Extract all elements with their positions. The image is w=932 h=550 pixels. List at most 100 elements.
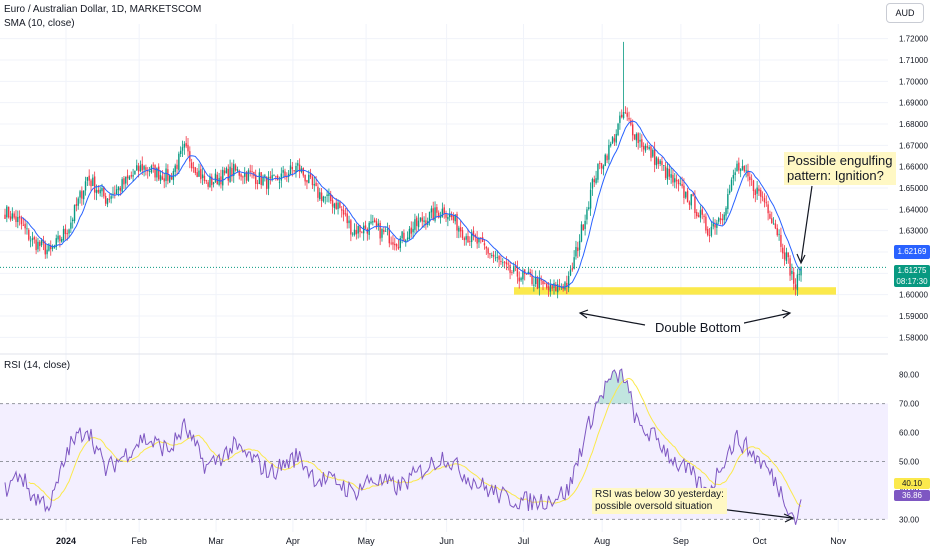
double-bottom-arrowhead-left xyxy=(578,309,589,319)
candle-body xyxy=(772,223,775,225)
candle-body xyxy=(121,179,123,192)
candle-body xyxy=(46,249,48,255)
candle-body xyxy=(655,157,658,166)
candle-body xyxy=(412,228,414,233)
candle-body xyxy=(712,223,714,227)
candle-body xyxy=(223,170,226,174)
candle-body xyxy=(62,229,65,241)
candle-body xyxy=(765,202,767,204)
candle-body xyxy=(507,263,509,265)
candle-body xyxy=(352,233,354,235)
candle-body xyxy=(242,176,244,178)
candle-body xyxy=(626,112,628,117)
candle-body xyxy=(357,226,359,234)
candle-body xyxy=(249,170,251,172)
candle-body xyxy=(383,229,385,232)
candle-body xyxy=(251,171,253,173)
candle-body xyxy=(50,245,52,250)
candle-body xyxy=(258,172,261,185)
candle-body xyxy=(88,175,90,181)
candle-body xyxy=(178,153,180,170)
candle-body xyxy=(524,269,526,274)
candle-body xyxy=(73,205,76,222)
candle-body xyxy=(185,143,187,147)
candle-body xyxy=(723,214,725,220)
candle-body xyxy=(730,179,733,191)
candle-body xyxy=(276,175,279,181)
candle-body xyxy=(319,192,321,200)
candle-body xyxy=(663,165,665,166)
candle-body xyxy=(4,214,6,219)
candle-body xyxy=(158,166,160,180)
candle-body xyxy=(745,170,747,172)
candle-body xyxy=(145,167,147,171)
candle-body xyxy=(170,176,173,180)
candle-body xyxy=(703,215,705,217)
candle-body xyxy=(776,228,778,236)
rsi-note: RSI was below 30 yesterday: possible ove… xyxy=(592,488,727,514)
candle-body xyxy=(505,262,508,265)
candle-body xyxy=(401,231,403,239)
candle-body xyxy=(485,246,487,249)
candle-body xyxy=(785,252,788,261)
candle-body xyxy=(622,112,625,119)
candle-body xyxy=(564,282,566,290)
candle-body xyxy=(434,207,436,221)
candle-body xyxy=(613,138,616,142)
engulfing-note: Possible engulfing pattern: Ignition? xyxy=(784,152,896,185)
candle-body xyxy=(721,218,724,221)
candle-body xyxy=(588,207,590,210)
candle-body xyxy=(55,238,57,248)
candle-body xyxy=(31,238,34,241)
candle-body xyxy=(72,219,74,222)
x-tick-label: Mar xyxy=(208,536,224,546)
candle-body xyxy=(18,216,21,219)
engulfing-arrow xyxy=(800,185,813,263)
candle-body xyxy=(220,176,222,185)
candle-body xyxy=(417,220,420,228)
candle-body xyxy=(86,177,89,181)
candle-body xyxy=(211,176,213,186)
candle-body xyxy=(639,139,641,142)
candle-body xyxy=(397,246,400,249)
candle-body xyxy=(384,231,387,232)
candle-body xyxy=(339,202,341,208)
rsi-ma-line xyxy=(28,377,802,507)
candle-body xyxy=(414,219,416,230)
candle-body xyxy=(535,277,537,285)
candle-body xyxy=(179,150,182,155)
candle-body xyxy=(368,222,370,235)
candle-body xyxy=(141,163,143,171)
candle-body xyxy=(646,146,649,148)
candle-body xyxy=(701,209,703,215)
candle-body xyxy=(152,164,154,166)
candle-body xyxy=(577,247,579,252)
candle-body xyxy=(196,172,198,177)
candle-body xyxy=(686,190,689,203)
candle-body xyxy=(271,175,273,179)
currency-button[interactable]: AUD xyxy=(886,3,924,23)
candle-body xyxy=(114,192,116,194)
candle-body xyxy=(139,165,142,172)
candle-body xyxy=(472,230,475,236)
candle-body xyxy=(489,253,491,255)
candle-body xyxy=(205,180,207,182)
candle-body xyxy=(201,174,204,179)
candle-body xyxy=(403,232,405,242)
candle-body xyxy=(231,167,233,177)
candle-body xyxy=(245,171,248,181)
sma-line xyxy=(21,120,802,288)
candle-body xyxy=(275,175,277,177)
candle-body xyxy=(377,223,380,226)
candle-body xyxy=(463,238,466,241)
candle-body xyxy=(688,202,691,205)
candle-body xyxy=(707,229,709,236)
candle-body xyxy=(64,228,67,235)
candle-body xyxy=(269,176,272,179)
candle-body xyxy=(674,178,676,183)
candle-body xyxy=(544,283,546,285)
candle-body xyxy=(642,145,645,150)
candle-body xyxy=(796,274,799,291)
candle-body xyxy=(567,275,570,288)
x-tick-label: Feb xyxy=(131,536,147,546)
